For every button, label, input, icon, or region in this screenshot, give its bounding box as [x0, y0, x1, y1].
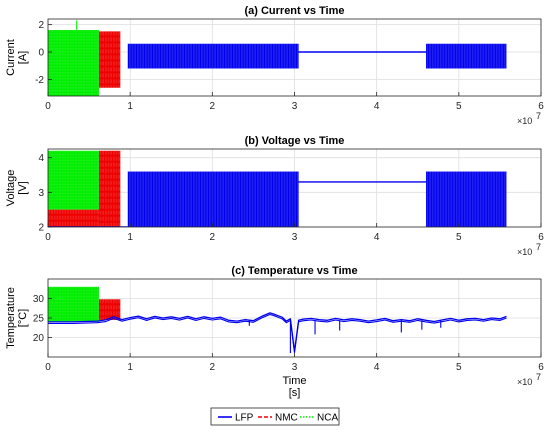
chart-panel-1: 0 1 2 3 4 5 6 ×10 7 -2 0 2 (a) Current vs Time Curren… [5, 5, 544, 126]
y-axis-label: [A] [17, 51, 29, 64]
x-tick-label: 1 [127, 232, 133, 243]
band-texture-nmc [48, 209, 98, 227]
x-axis-label: Time [282, 375, 306, 387]
x-multiplier-base: ×10 [517, 116, 532, 126]
band-nca [48, 30, 99, 96]
data-layer [48, 20, 507, 96]
series-nca [48, 20, 99, 96]
y-axis-label: Temperature [5, 287, 17, 349]
y-tick-label: 2 [38, 20, 44, 31]
y-tick-label: 20 [33, 333, 45, 344]
series-nmc [48, 150, 121, 227]
y-axis-label: [°C] [17, 309, 29, 327]
chart-panel-3: 0 1 2 3 4 5 6 ×10 7 20 25 30 (c) Temperature vs Time… [5, 265, 544, 399]
chart-title: (b) Voltage vs Time [245, 135, 345, 147]
band-nca [48, 150, 99, 210]
y-tick-label: -2 [35, 75, 44, 86]
band-texture-lfp [127, 43, 298, 69]
x-multiplier-exponent: 7 [536, 242, 541, 252]
trace-lfp [48, 312, 507, 352]
x-tick-label: 4 [374, 101, 380, 112]
x-multiplier-base: ×10 [517, 247, 532, 257]
chart-panel-2: 0 1 2 3 4 5 6 ×10 7 2 3 4 (b) Voltage vs Time Voltage… [5, 135, 544, 257]
x-multiplier-base: ×10 [517, 377, 532, 387]
band-texture-lfp [127, 171, 298, 227]
x-tick-label: 6 [538, 101, 544, 112]
band-nca [48, 286, 99, 322]
legend: LFP NMC NCA [210, 407, 340, 426]
data-layer [48, 286, 507, 354]
y-tick-label: 30 [33, 294, 45, 305]
x-tick-label: 6 [538, 362, 544, 373]
band-texture-lfp [425, 171, 507, 227]
band-lfp [425, 171, 507, 227]
x-multiplier-exponent: 7 [536, 111, 541, 121]
x-tick-label: 4 [374, 232, 380, 243]
x-tick-label: 2 [210, 232, 216, 243]
data-layer [48, 150, 507, 227]
x-tick-label: 1 [127, 362, 133, 373]
legend-label-nmc: NMC [275, 413, 298, 424]
chart-title: (a) Current vs Time [244, 5, 344, 17]
x-tick-label: 5 [456, 101, 462, 112]
x-tick-label: 3 [292, 232, 298, 243]
x-tick-label: 0 [45, 232, 51, 243]
y-tick-label: 4 [38, 153, 44, 164]
series-nca [48, 150, 99, 210]
x-tick-label: 0 [45, 362, 51, 373]
y-tick-label: 3 [38, 188, 44, 199]
chart-title: (c) Temperature vs Time [231, 265, 357, 277]
x-tick-label: 6 [538, 232, 544, 243]
x-tick-label: 4 [374, 362, 380, 373]
x-multiplier: ×10 7 [517, 242, 541, 257]
series-lfp [127, 43, 507, 69]
band-nmc [48, 209, 99, 227]
legend-box [210, 407, 340, 426]
band-lfp [127, 43, 299, 69]
band-nmc [98, 299, 121, 320]
y-axis-label: Voltage [5, 170, 17, 207]
series-nmc [98, 31, 121, 88]
band-texture-nca [48, 30, 98, 96]
band-nmc [98, 31, 121, 88]
x-tick-label: 2 [210, 101, 216, 112]
legend-label-lfp: LFP [235, 413, 254, 424]
x-axis-label: [s] [289, 387, 301, 399]
x-tick-label: 5 [456, 362, 462, 373]
x-tick-label: 1 [127, 101, 133, 112]
band-lfp [425, 43, 507, 69]
band-texture-lfp [425, 43, 507, 69]
x-tick-label: 2 [210, 362, 216, 373]
band-nmc [98, 150, 121, 227]
x-tick-label: 3 [292, 101, 298, 112]
series-nca [48, 286, 99, 322]
series-nmc [98, 299, 121, 320]
series-lfp [48, 312, 507, 354]
y-tick-label: 2 [38, 223, 44, 234]
x-tick-label: 5 [456, 232, 462, 243]
x-tick-label: 3 [292, 362, 298, 373]
series-lfp [48, 171, 507, 227]
x-multiplier: ×10 7 [517, 372, 541, 387]
y-tick-label: 0 [38, 48, 44, 59]
y-axis-label: Current [5, 39, 17, 76]
band-lfp [127, 171, 299, 227]
y-axis-label: [V] [17, 181, 29, 194]
legend-label-nca: NCA [317, 413, 338, 424]
x-multiplier-exponent: 7 [536, 372, 541, 382]
y-tick-label: 25 [33, 314, 45, 325]
band-texture-nmc [98, 150, 120, 227]
x-multiplier: ×10 7 [517, 111, 541, 126]
x-tick-label: 0 [45, 101, 51, 112]
